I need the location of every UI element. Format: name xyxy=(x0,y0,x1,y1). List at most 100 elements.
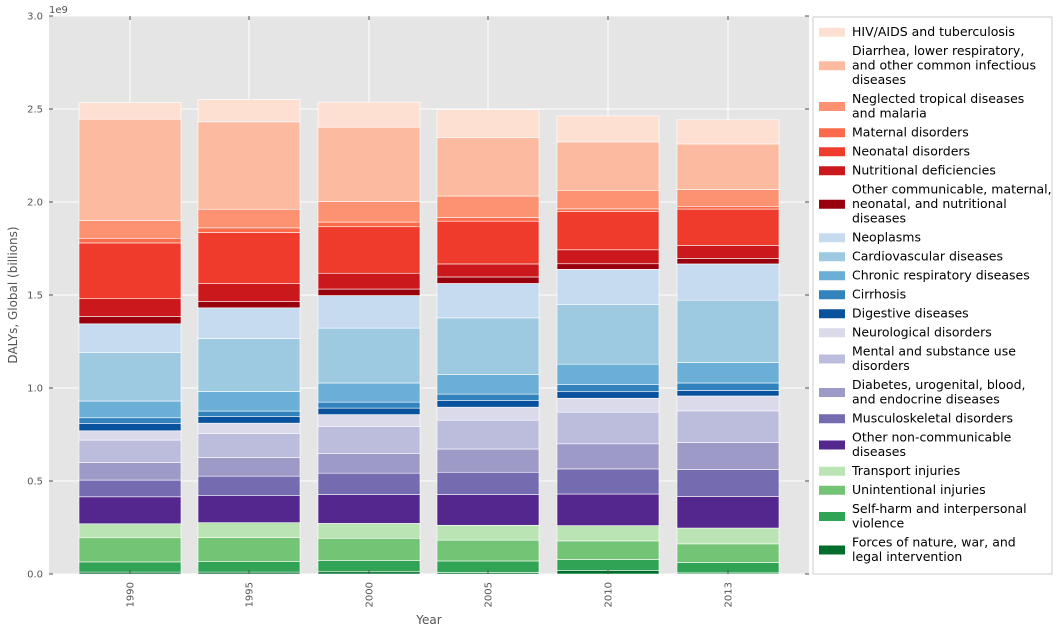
bar-segment xyxy=(556,249,660,265)
bar-segment xyxy=(556,391,660,399)
x-tick-label: 2013 xyxy=(724,582,735,607)
bar-segment xyxy=(197,422,301,434)
y-tick-label: 0.0 xyxy=(27,570,43,581)
legend-label: Neurological disorders xyxy=(852,325,992,340)
legend-label: Chronic respiratory diseases xyxy=(852,268,1030,283)
bar-segment xyxy=(436,400,540,408)
legend-swatch xyxy=(819,271,845,281)
bar-segment xyxy=(676,205,780,210)
bar-segment xyxy=(317,472,421,495)
bar-segment xyxy=(197,208,301,229)
legend-label: Neonatal disorders xyxy=(852,144,970,159)
bar-segment xyxy=(676,119,780,145)
legend-swatch xyxy=(819,414,845,424)
legend-label: Neglected tropical diseases and malaria xyxy=(852,91,1024,121)
bar-segment xyxy=(436,419,540,450)
bar-segment xyxy=(676,362,780,384)
bar-segment xyxy=(556,211,660,251)
legend-label: Maternal disorders xyxy=(852,125,969,140)
bar-segment xyxy=(78,323,182,353)
bar-segment xyxy=(556,559,660,571)
bar-segment xyxy=(676,299,780,363)
bar-segment xyxy=(436,109,540,138)
legend-swatch xyxy=(819,328,845,338)
bar-segment xyxy=(676,258,780,265)
bar-segment xyxy=(317,101,421,128)
bar-segment xyxy=(78,423,182,432)
legend-label: Neoplasms xyxy=(852,230,921,245)
legend-swatch xyxy=(819,512,845,521)
legend-swatch xyxy=(819,466,845,476)
legend-label: Other communicable, maternal, neonatal, a… xyxy=(852,182,1052,226)
bar-segment xyxy=(556,384,660,393)
legend-swatch xyxy=(819,199,845,209)
legend-label: Cirrhosis xyxy=(852,287,906,302)
bar-segment xyxy=(197,99,301,123)
bar-segment xyxy=(556,411,660,445)
y-tick-label: 0.5 xyxy=(27,477,43,488)
bar-segment xyxy=(197,537,301,562)
bar-segment xyxy=(676,390,780,397)
legend-swatch xyxy=(819,147,845,157)
bar-segment xyxy=(197,522,301,538)
bars xyxy=(78,99,780,575)
x-tick-label: 2000 xyxy=(365,582,376,607)
bar-segment xyxy=(317,295,421,329)
bar-segment xyxy=(436,406,540,421)
bar-segment xyxy=(436,374,540,395)
bar-segment xyxy=(676,395,780,412)
bar-segment xyxy=(197,433,301,458)
legend-label: Unintentional injuries xyxy=(852,482,986,497)
bar-segment xyxy=(556,493,660,526)
bar-segment xyxy=(78,417,182,424)
bar-segment xyxy=(676,143,780,190)
y-axis-offset-text: 1e9 xyxy=(49,5,68,16)
bar-segment xyxy=(676,245,780,259)
legend-swatch xyxy=(819,27,845,37)
bar-segment xyxy=(197,227,301,233)
bar-segment xyxy=(556,189,660,210)
bar-segment xyxy=(676,208,780,246)
bar-segment xyxy=(436,524,540,541)
bar-segment xyxy=(556,397,660,413)
x-axis-label: Year xyxy=(415,613,441,627)
bar-segment xyxy=(78,496,182,525)
legend: HIV/AIDS and tuberculosis Diarrhea, lower… xyxy=(812,16,1053,575)
bar-segment xyxy=(556,468,660,495)
bar-segment xyxy=(317,221,421,228)
bar-segment xyxy=(317,407,421,415)
bar-segment xyxy=(436,195,540,218)
bar-segment xyxy=(197,410,301,417)
bar-segment xyxy=(317,414,421,427)
legend-frame xyxy=(812,16,1053,575)
bar-segment xyxy=(78,430,182,441)
legend-label: Musculoskeletal disorders xyxy=(852,411,1013,426)
legend-swatch xyxy=(819,61,845,71)
bar-segment xyxy=(436,393,540,401)
bar-segment xyxy=(436,220,540,265)
bar-segment xyxy=(676,382,780,391)
bar-segment xyxy=(676,527,780,545)
bar-segment xyxy=(317,126,421,202)
legend-swatch xyxy=(819,290,845,300)
bar-segment xyxy=(317,453,421,474)
bar-segment xyxy=(317,327,421,384)
bar-segment xyxy=(317,494,421,524)
y-axis-label: DALYs, Global (billions) xyxy=(6,226,20,363)
y-tick-label: 2.5 xyxy=(27,105,43,116)
bar-segment xyxy=(436,283,540,319)
legend-label: Self-harm and interpersonal violence xyxy=(852,501,1027,531)
legend-label: HIV/AIDS and tuberculosis xyxy=(852,24,1015,39)
bar-segment xyxy=(78,537,182,563)
bar-segment xyxy=(556,304,660,365)
bar-segment xyxy=(436,539,540,562)
legend-label: Diarrhea, lower respiratory, and other co… xyxy=(852,43,1036,87)
bar-segment xyxy=(436,217,540,222)
bar-segment xyxy=(676,469,780,497)
legend-label: Mental and substance use disorders xyxy=(852,344,1016,374)
bar-segment xyxy=(197,475,301,496)
bar-segment xyxy=(436,263,540,278)
y-tick-label: 1.5 xyxy=(27,291,43,302)
bar-segment xyxy=(556,269,660,305)
bar-segment xyxy=(78,352,182,402)
